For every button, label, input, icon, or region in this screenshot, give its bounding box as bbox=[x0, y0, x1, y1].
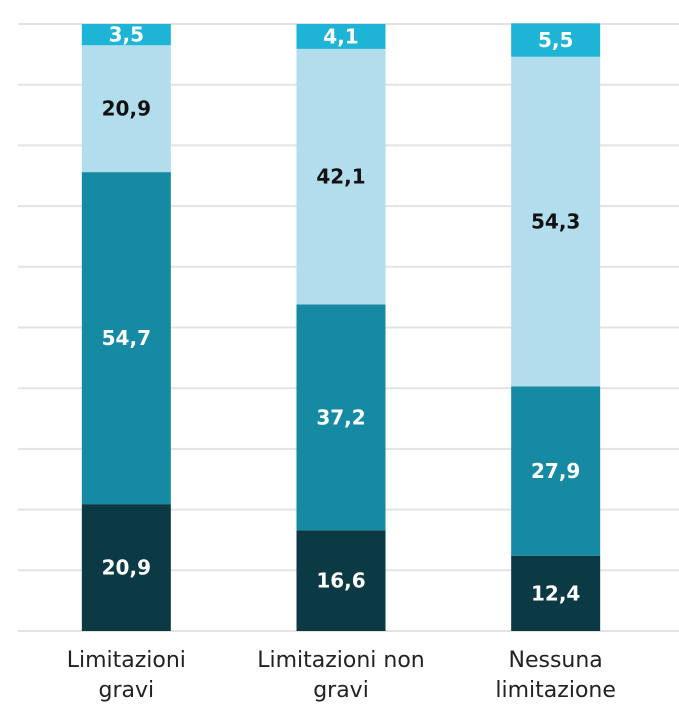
bar-segment bbox=[81, 504, 171, 631]
data-label: 5,5 bbox=[538, 28, 573, 52]
data-label: 54,7 bbox=[102, 326, 151, 350]
bar-segment bbox=[81, 24, 171, 46]
bar-segment bbox=[511, 555, 601, 631]
x-tick-label: Limitazioni gravi bbox=[66, 648, 186, 703]
data-label: 42,1 bbox=[316, 165, 365, 189]
data-label: 20,9 bbox=[102, 556, 151, 580]
bar-segment bbox=[296, 24, 386, 49]
data-label: 16,6 bbox=[316, 569, 365, 593]
data-label: 20,9 bbox=[102, 97, 151, 121]
x-tick-label: Nessuna limitazione bbox=[495, 648, 616, 703]
data-label: 37,2 bbox=[316, 405, 365, 429]
bar-segment bbox=[81, 45, 171, 173]
data-label: 54,3 bbox=[531, 210, 580, 234]
bar-segment bbox=[81, 172, 171, 505]
bar-segment bbox=[296, 304, 386, 531]
data-label: 27,9 bbox=[531, 459, 580, 483]
bar-segment bbox=[296, 530, 386, 631]
data-label: 3,5 bbox=[109, 23, 144, 47]
bar-segment bbox=[511, 56, 601, 387]
bar-segment bbox=[511, 386, 601, 556]
data-label: 12,4 bbox=[531, 581, 580, 605]
chart: 20,9 54,7 20,9 3,5 16,6 37,2 42,1 4,1 12,4 27,9 54… bbox=[18, 23, 679, 632]
x-tick-label: Limitazioni non gravi bbox=[257, 648, 425, 703]
bar-segment bbox=[511, 23, 601, 57]
bar-segment bbox=[296, 48, 386, 305]
data-label: 4,1 bbox=[323, 24, 358, 48]
